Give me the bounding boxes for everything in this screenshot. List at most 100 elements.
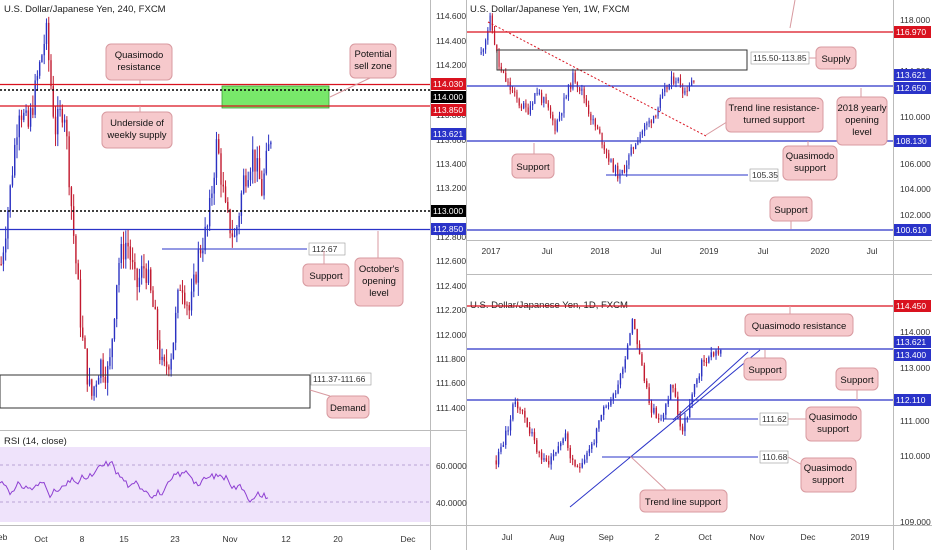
chart-240-ytick: 111.600 (436, 378, 466, 388)
chart-240-candle (129, 246, 132, 260)
chart-1d-candle (505, 430, 507, 446)
chart-1w-candle (556, 120, 558, 131)
ann-underside-line1: Underside of (110, 118, 164, 129)
chart-1d-candle (543, 458, 545, 460)
chart-1w-candle (666, 86, 668, 90)
chart-240-ytick: 112.600 (436, 256, 466, 266)
ann-qm-resistance-1d: Quasimodo resistance (752, 321, 847, 332)
chart-1d-candle (574, 459, 576, 467)
chart-1d-candle (497, 451, 500, 465)
chart-1w-candle (630, 147, 632, 155)
chart-1w-candle (592, 118, 594, 121)
chart-240-candle (79, 279, 82, 328)
rsi-panel: RSI (14, close) 60.0000 40.0000 (0, 436, 467, 522)
chart-1d-candle (538, 452, 540, 454)
chart-1d-candle (548, 460, 550, 465)
chart-240-candle (252, 149, 254, 172)
chart-1d-candle (560, 443, 562, 447)
chart-240-candle (267, 144, 270, 151)
chart-1w-candle (581, 88, 583, 91)
chart-1w-xtick: 2020 (811, 246, 830, 256)
chart-1d-xtick: Sep (598, 532, 613, 542)
chart-1w-candle (652, 115, 655, 123)
chart-1d-candle (653, 407, 655, 413)
chart-1w-candle (482, 49, 484, 52)
chart-1w-candle (532, 103, 534, 106)
chart-1w-candle (596, 126, 599, 130)
rsi-tick-40: 40.0000 (436, 498, 467, 508)
chart-1w-ytick: 118.000 (900, 15, 930, 25)
chart-1w-candle (664, 86, 666, 93)
chart-1d-ytick: 110.000 (900, 451, 930, 461)
chart-240-candle (7, 210, 9, 239)
chart-1d-candle (517, 402, 519, 409)
chart-1d-ytick: 109.000 (900, 517, 931, 527)
chart-240-candle (25, 110, 27, 113)
chart-240-candle (120, 244, 122, 263)
ann-october-line2: opening (362, 276, 396, 287)
chart-1w-candle (529, 105, 531, 114)
chart-1w-candle (614, 165, 617, 173)
chart-240-candle (222, 184, 224, 187)
chart-240-candle (72, 206, 75, 236)
chart-1w-candle (496, 44, 498, 52)
chart-1w-xtick: 2017 (482, 246, 501, 256)
chart-240-candle (9, 185, 11, 211)
chart-1w-candle (543, 97, 545, 103)
rsi-tick-60: 60.0000 (436, 461, 467, 471)
callout-quasimodo-resistance: Quasimodo resistance (105, 43, 173, 84)
chart-240-candle (258, 158, 261, 180)
chart-1d-candle (598, 420, 600, 429)
chart-240-candle (211, 193, 213, 199)
chart-1w-candle (610, 159, 612, 162)
chart-1w-candle (675, 81, 677, 84)
chart-1w-candle (590, 113, 592, 121)
chart-1w-candle (570, 84, 572, 89)
chart-1d-candle (507, 430, 509, 432)
callout-support-1w-bottom: Support (769, 196, 813, 229)
chart-1d-candle (669, 384, 672, 400)
chart-1w-candle (635, 144, 637, 149)
ann-qm-support-1w-line1: Quasimodo (786, 151, 835, 162)
ann-trend-line-support: Trend line support (645, 497, 722, 508)
chart-240-candle (100, 359, 102, 378)
chart-1d-candle (607, 405, 610, 407)
badge-114450: 114.450 (896, 301, 926, 311)
chart-1w-candle (603, 144, 605, 150)
chart-1w-candle (684, 90, 686, 94)
chart-1w-candle (500, 66, 502, 71)
chart-1w-candle (601, 132, 603, 145)
chart-240-candle (116, 285, 118, 319)
badge-112850: 112.850 (433, 224, 463, 234)
chart-1d-candle (689, 403, 691, 418)
chart-240-candle (11, 175, 14, 186)
chart-240-ytick: 114.600 (436, 11, 466, 21)
chart-1d-candles (495, 318, 722, 473)
ann-october-line3: level (369, 288, 389, 299)
chart-1d-candle (710, 352, 712, 358)
chart-1w-candle (585, 98, 587, 106)
chart-1d-candle (646, 380, 648, 388)
chart-240-candle (190, 291, 193, 311)
chart-1d-candle (712, 352, 715, 356)
chart-1d-candle (703, 359, 705, 363)
chart-1d-candle (576, 466, 579, 468)
chart-1w-candle (608, 153, 610, 162)
chart-240-candle (233, 235, 236, 237)
chart-1w-candle (491, 15, 493, 31)
ann-support-1w: Support (516, 162, 550, 173)
chart-1d-candle (581, 462, 583, 468)
chart-240-candle (4, 238, 7, 253)
chart-240-candle (249, 171, 252, 181)
chart-1w-xtick: Jul (542, 246, 553, 256)
chart-1d-candle (567, 433, 569, 448)
chart-1d-candle (622, 368, 624, 375)
chart-1w-ytick: 104.000 (900, 184, 931, 194)
chart-1d-xtick: Jul (502, 532, 513, 542)
chart-240-candle (195, 274, 197, 283)
chart-240-xtick: 8 (80, 534, 85, 544)
chart-240-candle (177, 289, 179, 313)
chart-240-candle (154, 306, 156, 310)
badge-113400: 113.400 (896, 350, 926, 360)
